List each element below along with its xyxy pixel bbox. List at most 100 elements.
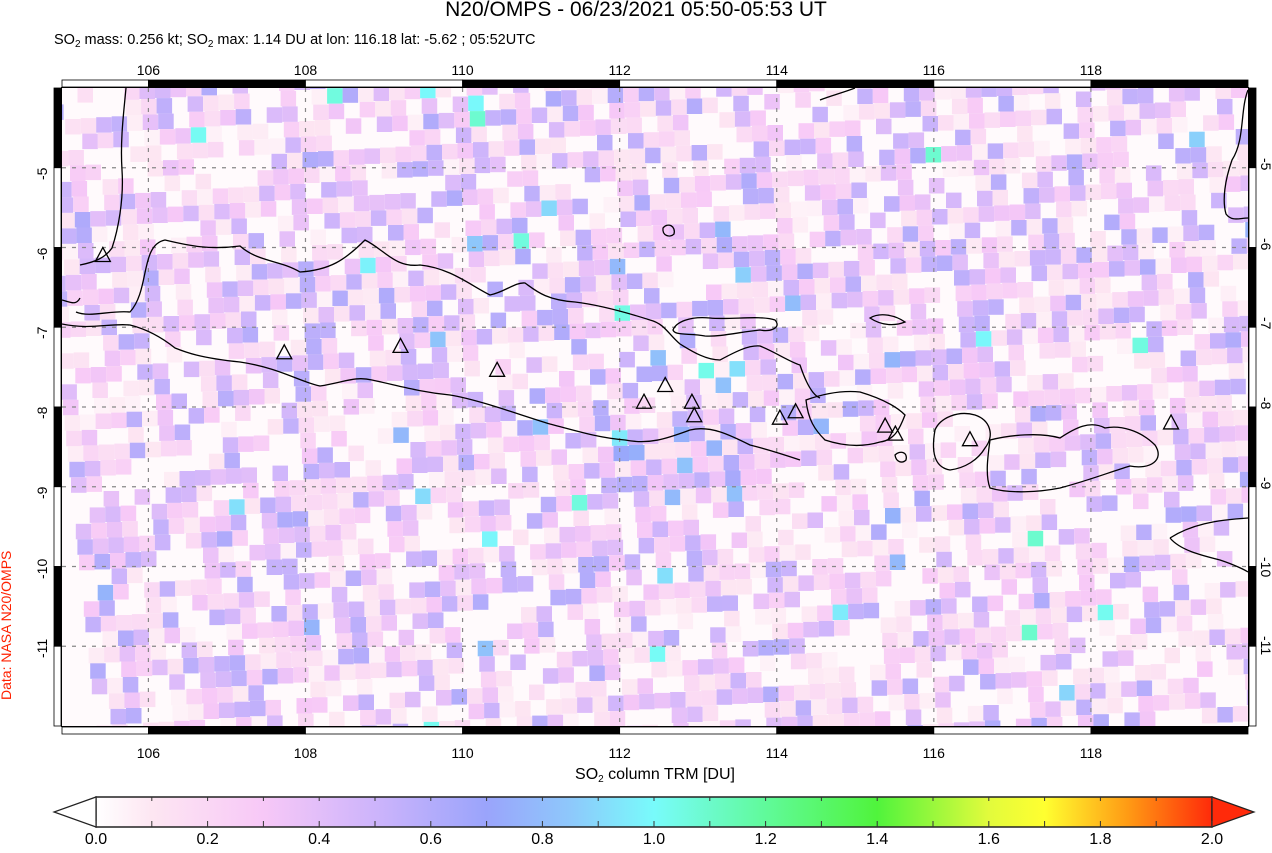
so2-pixel bbox=[1045, 249, 1061, 265]
so2-pixel bbox=[555, 184, 571, 200]
so2-pixel bbox=[369, 350, 386, 367]
so2-pixel bbox=[806, 45, 822, 61]
volcano-icon bbox=[886, 424, 904, 441]
so2-pixel bbox=[1087, 355, 1104, 372]
so2-pixel bbox=[425, 285, 441, 301]
so2-max-text: max: 1.14 DU at lon: 116.18 lat: -5.62 ;… bbox=[213, 32, 536, 48]
so2-pixel bbox=[293, 667, 309, 683]
lat-tick-label-left: -10 bbox=[34, 558, 50, 579]
so2-pixel bbox=[1185, 552, 1202, 569]
so2-pixel bbox=[632, 24, 648, 40]
so2-pixel bbox=[932, 364, 949, 381]
so2-pixel bbox=[238, 592, 255, 608]
so2-pixel bbox=[204, 563, 221, 579]
so2-pixel bbox=[597, 290, 613, 307]
so2-pixel bbox=[696, 191, 712, 207]
so2-pixel bbox=[1209, 21, 1225, 37]
so2-pixel bbox=[1192, 162, 1208, 179]
so2-pixel bbox=[902, 678, 919, 694]
so2-pixel bbox=[1137, 384, 1153, 400]
so2-pixel bbox=[243, 186, 260, 203]
so2-pixel bbox=[960, 332, 976, 348]
lat-tick-label-left: -5 bbox=[34, 167, 50, 180]
so2-pixel bbox=[502, 124, 518, 141]
so2-pixel bbox=[941, 598, 957, 614]
so2-pixel bbox=[580, 276, 596, 292]
so2-pixel bbox=[294, 88, 310, 90]
so2-pixel bbox=[150, 192, 167, 208]
so2-pixel bbox=[795, 700, 812, 716]
so2-pixel bbox=[257, 622, 273, 638]
so2-pixel bbox=[123, 536, 140, 553]
so2-pixel bbox=[976, 487, 992, 503]
so2-pixel bbox=[579, 416, 595, 433]
so2-pixel bbox=[83, 445, 99, 461]
so2-pixel bbox=[969, 269, 985, 285]
so2-pixel bbox=[1149, 196, 1165, 212]
so2-pixel bbox=[120, 505, 137, 522]
so2-pixel bbox=[955, 285, 972, 302]
so2-pixel bbox=[574, 58, 590, 74]
so2-pixel bbox=[865, 322, 882, 338]
so2-pixel bbox=[863, 602, 880, 619]
so2-pixel bbox=[845, 276, 861, 292]
so2-pixel bbox=[179, 315, 195, 331]
so2-pixel bbox=[135, 645, 151, 661]
so2-pixel bbox=[749, 406, 766, 423]
so2-pixel bbox=[1142, 586, 1159, 603]
so2-pixel bbox=[1060, 248, 1077, 264]
so2-pixel bbox=[1212, 504, 1228, 521]
lat-tick-label-left: -8 bbox=[34, 406, 50, 419]
so2-pixel bbox=[536, 154, 553, 170]
so2-pixel bbox=[1160, 304, 1176, 321]
so2-pixel bbox=[854, 509, 870, 526]
so2-pixel bbox=[637, 522, 653, 538]
so2-pixel bbox=[1238, 4, 1254, 20]
so2-pixel bbox=[1078, 262, 1094, 279]
so2-pixel bbox=[165, 331, 181, 347]
so2-pixel bbox=[857, 88, 873, 105]
so2-pixel bbox=[921, 412, 938, 428]
so2-pixel bbox=[990, 19, 1006, 35]
so2-pixel bbox=[788, 326, 804, 342]
so2-pixel bbox=[1037, 327, 1054, 344]
so2-pixel bbox=[745, 516, 761, 532]
so2-pixel bbox=[221, 421, 237, 438]
so2-pixel bbox=[993, 501, 1009, 518]
so2-pixel bbox=[1223, 316, 1240, 333]
so2-pixel bbox=[111, 568, 128, 584]
so2-pixel bbox=[1007, 485, 1023, 501]
so2-pixel bbox=[123, 380, 139, 397]
so2-pixel bbox=[531, 107, 548, 123]
so2-pixel bbox=[66, 430, 82, 447]
so2-pixel bbox=[249, 389, 265, 405]
so2-pixel bbox=[145, 441, 161, 458]
so2-pixel bbox=[364, 148, 380, 164]
so2-pixel bbox=[825, 230, 841, 247]
so2-pixel bbox=[1060, 700, 1077, 716]
so2-pixel bbox=[908, 132, 925, 148]
so2-pixel bbox=[75, 367, 91, 384]
so2-pixel bbox=[531, 559, 548, 576]
so2-pixel bbox=[520, 295, 536, 311]
so2-pixel bbox=[706, 284, 722, 300]
so2-pixel bbox=[122, 224, 139, 241]
so2-pixel bbox=[517, 576, 534, 592]
so2-pixel bbox=[338, 648, 354, 665]
so2-pixel bbox=[377, 428, 394, 444]
so2-pixel bbox=[96, 725, 113, 726]
so2-pixel bbox=[706, 737, 722, 753]
so2-pixel bbox=[680, 488, 696, 505]
so2-pixel bbox=[327, 244, 344, 260]
so2-pixel bbox=[591, 681, 607, 697]
so2-pixel bbox=[1046, 561, 1062, 577]
so2-pixel bbox=[147, 161, 163, 177]
so2-pixel bbox=[1066, 0, 1082, 14]
so2-pixel bbox=[752, 281, 768, 298]
so2-pixel bbox=[90, 55, 106, 70]
so2-pixel bbox=[392, 271, 409, 287]
so2-pixel bbox=[809, 683, 826, 700]
so2-pixel bbox=[849, 167, 866, 183]
so2-pixel bbox=[1121, 229, 1137, 245]
so2-pixel bbox=[755, 156, 771, 173]
